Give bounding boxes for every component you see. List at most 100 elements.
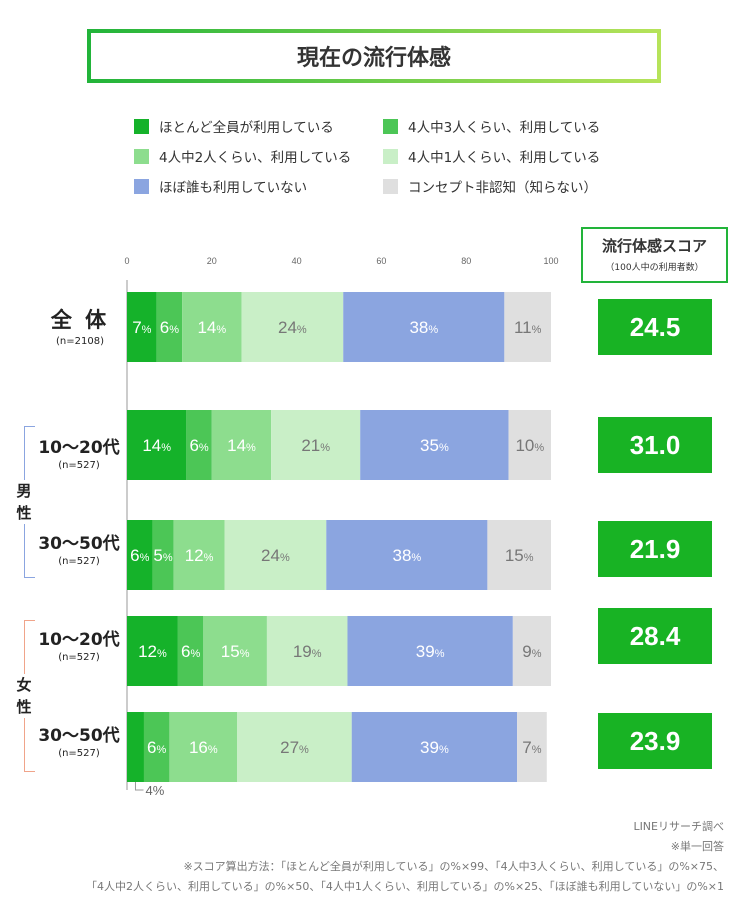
bar-segment: [517, 712, 547, 782]
footnote-method-2: 「4人中2人くらい、利用している」の%×50、「4人中1人くらい、利用している」…: [86, 880, 724, 893]
data-label: 39%: [416, 642, 445, 661]
row-label-text: 10〜20代: [38, 438, 120, 458]
score-box: 24.5: [598, 299, 712, 355]
data-label: 14%: [142, 436, 171, 455]
group-label-female: 女 性: [14, 674, 34, 718]
score-box: 21.9: [598, 521, 712, 577]
legend-label: ほぼ誰も利用していない: [159, 180, 308, 196]
legend-item: ほとんど全員が利用している: [134, 116, 334, 136]
data-label: 11%: [514, 318, 542, 337]
legend-swatch: [134, 118, 149, 134]
bar-segment: [224, 520, 327, 590]
x-tick-label: 60: [376, 256, 386, 266]
score-header-subtitle: （100人中の利用者数）: [605, 263, 704, 273]
row-label-female-young: 10〜20代 (n=527): [36, 625, 122, 663]
bar-segment: [237, 712, 352, 782]
data-label: 7%: [132, 318, 151, 337]
row-label-text: 30〜50代: [38, 726, 120, 746]
bar-segment: [152, 520, 174, 590]
bar-segment: [182, 292, 242, 362]
row-label-n: (n=2108): [56, 336, 104, 347]
x-tick-label: 0: [124, 256, 129, 266]
footnote-source: LINEリサーチ調べ: [633, 820, 724, 833]
data-label: 24%: [278, 318, 307, 337]
data-label: 6%: [147, 738, 166, 757]
data-label: 21%: [301, 436, 330, 455]
bar-segment: [143, 712, 170, 782]
bar-segment: [211, 410, 272, 480]
score-header: 流行体感スコア （100人中の利用者数）: [581, 227, 728, 283]
score-box: 28.4: [598, 608, 712, 664]
bar-segment: [347, 616, 513, 686]
legend-item: ほぼ誰も利用していない: [134, 176, 307, 196]
bar-segment: [487, 520, 551, 590]
group-label-male: 男 性: [14, 480, 34, 524]
data-label: 6%: [130, 546, 149, 565]
data-label: 6%: [181, 642, 200, 661]
data-label: 7%: [522, 738, 541, 757]
data-label: 15%: [505, 546, 534, 565]
axis-layer: 0 20 40 60 80 100: [124, 256, 559, 790]
small-value-note: 4%: [145, 783, 164, 798]
data-label: 16%: [189, 738, 218, 757]
data-label: 12%: [138, 642, 167, 661]
row-label-n: (n=527): [58, 748, 100, 759]
data-label: 15%: [221, 642, 250, 661]
bar-segment: [127, 292, 157, 362]
data-label: 6%: [160, 318, 179, 337]
data-label: 35%: [420, 436, 449, 455]
legend-item: 4人中2人くらい、利用している: [134, 146, 351, 166]
bar-segment: [177, 616, 204, 686]
legend-label: 4人中1人くらい、利用している: [408, 150, 601, 166]
legend-item: 4人中3人くらい、利用している: [383, 116, 600, 136]
footnote-method-1: ※スコア算出方法：「ほとんど全員が利用している」の%×99、「4人中3人くらい、…: [183, 860, 724, 873]
bar-segment: [343, 292, 505, 362]
data-label: 10%: [515, 436, 544, 455]
score-box: 31.0: [598, 417, 712, 473]
x-tick-label: 80: [461, 256, 471, 266]
data-label: 6%: [189, 436, 208, 455]
note-leader-line: [134, 782, 144, 791]
row-label-n: (n=527): [58, 460, 100, 471]
bar-segment: [127, 712, 144, 782]
bar-layer: 7% 6% 14% 24% 38% 11%14% 6% 14% 21% 35% 10%6% 5% 12%…: [127, 292, 551, 798]
bar-segment: [127, 410, 187, 480]
bar-segment: [169, 712, 238, 782]
data-label: 27%: [280, 738, 309, 757]
bar-segment: [326, 520, 488, 590]
bar-segment: [186, 410, 212, 480]
row-label-text: 10〜20代: [38, 630, 120, 650]
row-label-text: 全 体: [50, 308, 110, 332]
chart-title: 現在の流行体感: [87, 29, 661, 83]
data-label: 19%: [293, 642, 322, 661]
legend-swatch: [134, 178, 149, 194]
legend-label: 4人中2人くらい、利用している: [159, 150, 352, 166]
legend-swatch: [383, 148, 398, 164]
bar-segment: [508, 410, 551, 480]
row-label-male-young: 10〜20代 (n=527): [36, 433, 122, 471]
bar-segment: [266, 616, 348, 686]
legend-label: ほとんど全員が利用している: [159, 120, 334, 136]
bar-segment: [203, 616, 267, 686]
legend-swatch: [134, 148, 149, 164]
x-tick-label: 40: [292, 256, 302, 266]
data-label: 38%: [409, 318, 438, 337]
score-box: 23.9: [598, 713, 712, 769]
data-label: 39%: [420, 738, 449, 757]
score-header-title: 流行体感スコア: [601, 237, 707, 255]
x-tick-label: 20: [207, 256, 217, 266]
data-label: 38%: [392, 546, 421, 565]
legend-label: 4人中3人くらい、利用している: [408, 120, 601, 136]
row-label-n: (n=527): [58, 556, 100, 567]
footnote-single: ※単一回答: [670, 840, 724, 853]
data-label: 14%: [197, 318, 226, 337]
legend-label: コンセプト非認知（知らない）: [408, 180, 597, 196]
row-label-total: 全 体 (n=2108): [40, 304, 120, 347]
row-label-n: (n=527): [58, 652, 100, 663]
legend-swatch: [383, 178, 398, 194]
legend-swatch: [383, 118, 398, 134]
bar-segment: [351, 712, 518, 782]
legend-item: コンセプト非認知（知らない）: [383, 176, 597, 196]
bar-segment: [127, 616, 178, 686]
x-tick-label: 100: [543, 256, 558, 266]
